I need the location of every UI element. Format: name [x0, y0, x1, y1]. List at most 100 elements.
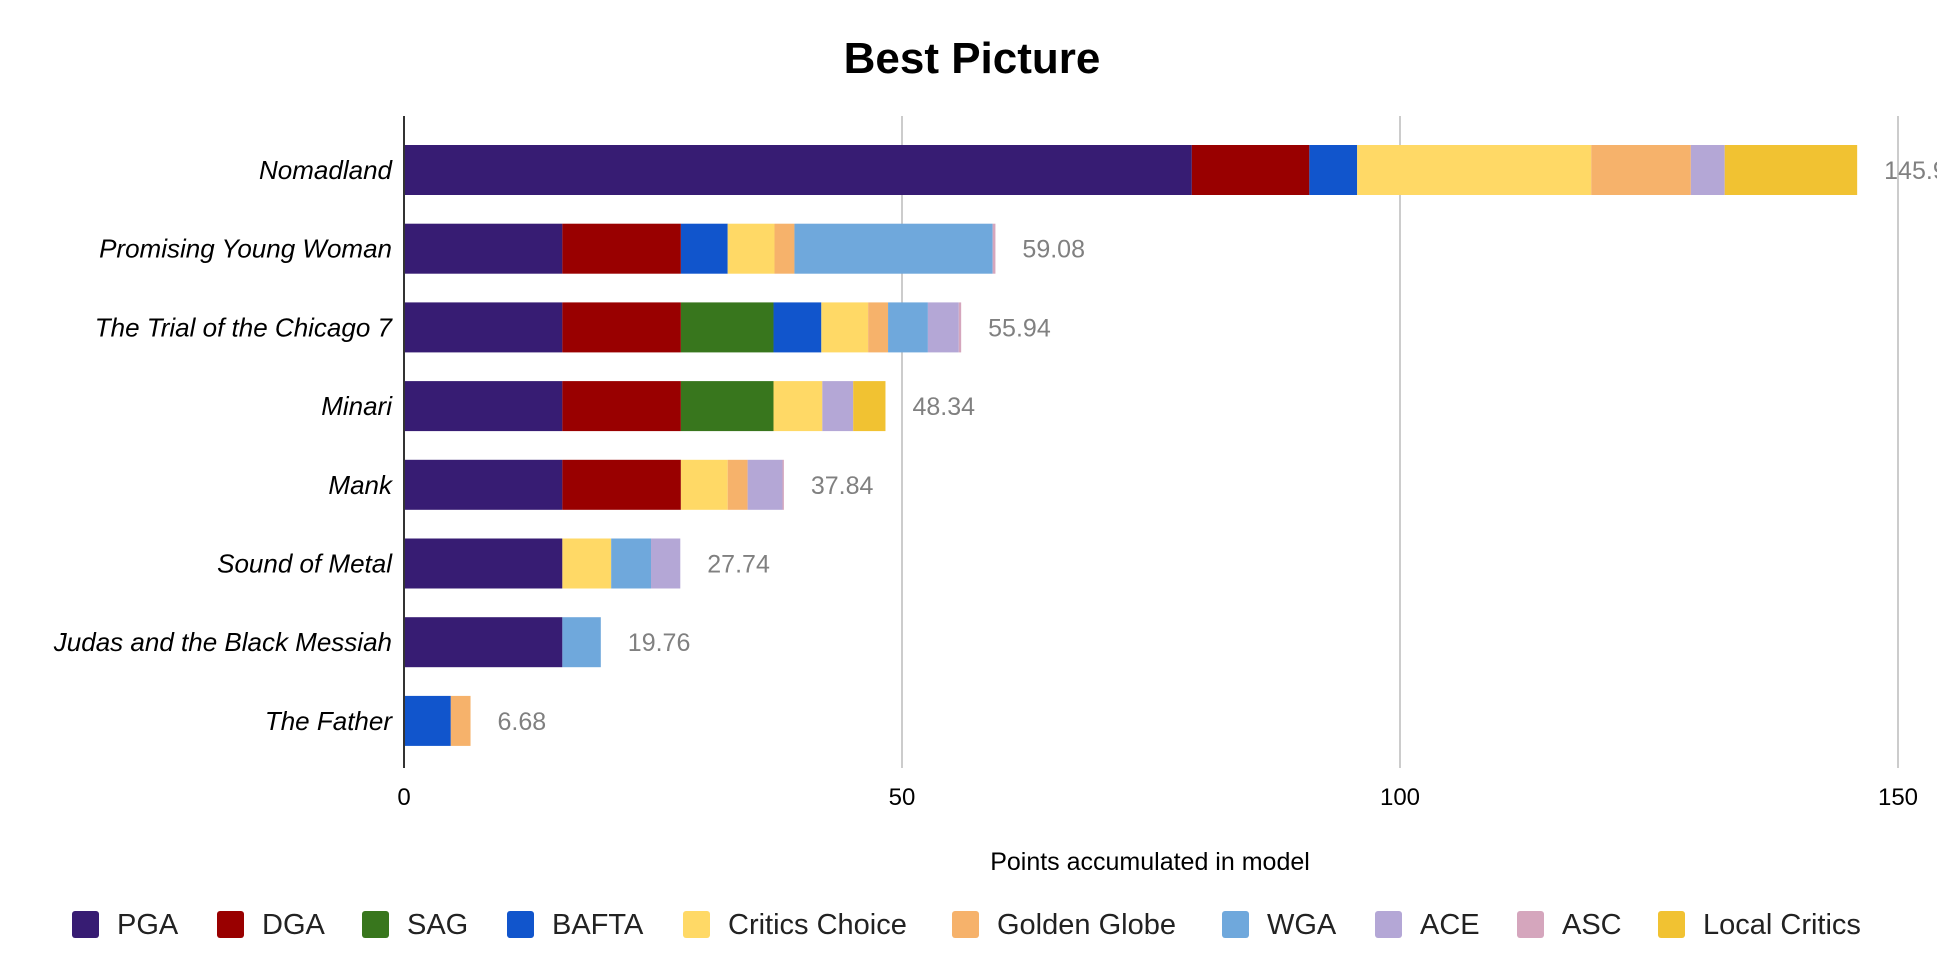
total-label: 145.9	[1884, 157, 1937, 185]
bar-segment	[562, 539, 611, 589]
bar-segment	[681, 302, 774, 352]
x-tick-label: 150	[1878, 784, 1918, 811]
legend-swatch	[683, 911, 710, 938]
legend-label: SAG	[407, 909, 468, 941]
category-label: Judas and the Black Messiah	[53, 627, 392, 657]
legend-label: PGA	[117, 909, 179, 941]
bar-segment	[562, 617, 600, 667]
legend-item: Critics Choice	[683, 909, 907, 941]
bar-segment	[404, 539, 562, 589]
bar-stack	[404, 145, 1857, 195]
bar-segment	[651, 539, 680, 589]
bar-stack	[404, 617, 601, 667]
legend-item: ACE	[1375, 909, 1480, 941]
category-label: Nomadland	[259, 155, 394, 185]
bar-segment	[993, 224, 996, 274]
bar-segment	[404, 224, 562, 274]
legend-item: Golden Globe	[952, 909, 1176, 941]
legend-item: SAG	[362, 909, 468, 941]
bar-segment	[748, 460, 783, 510]
x-axis-ticks: 0 50 100 150	[397, 784, 1918, 811]
bar-segment	[562, 224, 681, 274]
category-label: The Father	[265, 706, 394, 736]
bar-segment	[782, 460, 783, 510]
bar-stack	[404, 302, 961, 352]
legend-item: BAFTA	[507, 909, 644, 941]
bar-segment	[928, 302, 959, 352]
legend-item: DGA	[217, 909, 326, 941]
bar-segment	[451, 696, 471, 746]
bar-segment	[794, 224, 992, 274]
legend-label: WGA	[1267, 909, 1337, 941]
bar-stack	[404, 460, 784, 510]
x-tick-label: 50	[889, 784, 916, 811]
bar-segment	[404, 145, 1192, 195]
bar-segment	[1357, 145, 1591, 195]
bar-segment	[888, 302, 928, 352]
x-tick-label: 100	[1380, 784, 1420, 811]
bar-stack	[404, 381, 885, 431]
legend-item: PGA	[72, 909, 179, 941]
legend-label: Golden Globe	[997, 909, 1176, 941]
bar-segment	[774, 381, 823, 431]
legend-item: WGA	[1222, 909, 1337, 941]
total-label: 27.74	[707, 551, 770, 579]
legend-item: Local Critics	[1658, 909, 1861, 941]
bar-segment	[611, 539, 651, 589]
category-label: Minari	[321, 391, 393, 421]
bar-segment	[681, 460, 728, 510]
bar-segment	[775, 224, 795, 274]
category-label: The Trial of the Chicago 7	[95, 312, 394, 342]
legend-swatch	[72, 911, 99, 938]
bar-segment	[562, 460, 681, 510]
legend-label: ACE	[1420, 909, 1480, 941]
legend-label: DGA	[262, 909, 326, 941]
bar-segment	[681, 381, 774, 431]
legend-label: Local Critics	[1703, 909, 1861, 941]
bar-segment	[1192, 145, 1310, 195]
bar-segment	[404, 381, 562, 431]
bar-segment	[562, 302, 681, 352]
category-label: Promising Young Woman	[99, 234, 392, 264]
legend: PGA DGA SAG BAFTA Critics Choice Golden Globe…	[72, 909, 1861, 941]
grid-lines	[902, 116, 1898, 768]
legend-swatch	[1658, 911, 1685, 938]
bar-stack	[404, 224, 995, 274]
bar-segment	[404, 696, 451, 746]
bar-segment	[1691, 145, 1725, 195]
total-label: 37.84	[811, 472, 874, 500]
legend-swatch	[952, 911, 979, 938]
legend-swatch	[362, 911, 389, 938]
x-tick-label: 0	[397, 784, 410, 811]
bar-segment	[821, 302, 868, 352]
chart-title: Best Picture	[844, 34, 1101, 83]
bar-segment	[868, 302, 888, 352]
bar-stack	[404, 696, 471, 746]
total-label: 6.68	[498, 708, 547, 736]
bar-segment	[1725, 145, 1857, 195]
total-label: 19.76	[628, 629, 691, 657]
bars	[404, 145, 1857, 746]
bar-stack	[404, 539, 680, 589]
x-axis-title: Points accumulated in model	[990, 848, 1310, 876]
legend-label: BAFTA	[552, 909, 644, 941]
bar-segment	[774, 302, 822, 352]
legend-swatch	[217, 911, 244, 938]
legend-swatch	[507, 911, 534, 938]
bar-segment	[853, 381, 885, 431]
category-label: Mank	[328, 470, 394, 500]
legend-swatch	[1222, 911, 1249, 938]
bar-segment	[404, 617, 562, 667]
bar-segment	[959, 302, 961, 352]
legend-swatch	[1375, 911, 1402, 938]
bar-segment	[681, 224, 728, 274]
bar-segment	[822, 381, 853, 431]
legend-label: ASC	[1562, 909, 1622, 941]
bar-segment	[728, 224, 775, 274]
legend-swatch	[1517, 911, 1544, 938]
legend-label: Critics Choice	[728, 909, 907, 941]
bar-segment	[404, 302, 562, 352]
total-label: 55.94	[988, 314, 1051, 342]
